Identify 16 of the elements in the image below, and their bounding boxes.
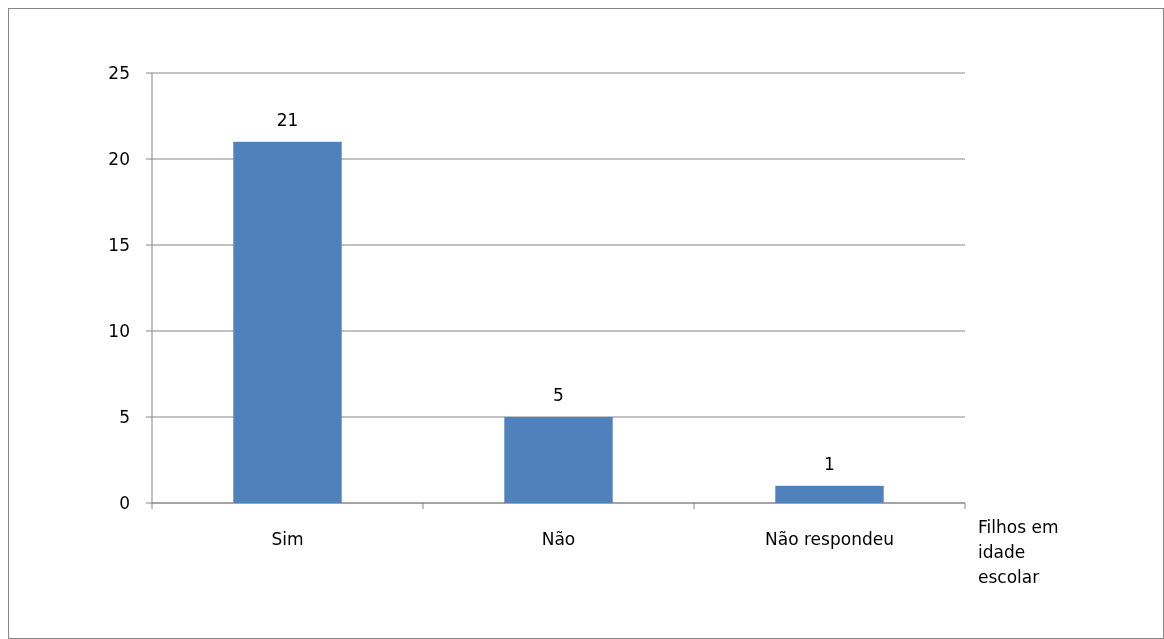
- x-tick-label: Não respondeu: [765, 529, 894, 549]
- bar: [233, 141, 342, 503]
- x-tick-label: Sim: [271, 529, 304, 549]
- bar: [775, 485, 884, 503]
- bar: [504, 417, 613, 503]
- data-label: 5: [553, 385, 564, 405]
- y-tick-label: 25: [108, 62, 130, 83]
- y-tick-label: 15: [108, 234, 130, 255]
- y-tick-label: 5: [119, 406, 130, 427]
- x-tick-label: Não: [541, 529, 576, 549]
- data-label: 1: [824, 453, 835, 474]
- data-label: 21: [276, 109, 299, 130]
- x-axis-title: Filhos em idade escolar: [978, 517, 1059, 587]
- y-tick-label: 0: [119, 492, 130, 513]
- y-tick-label: 10: [108, 320, 130, 341]
- y-tick-label: 20: [108, 148, 130, 169]
